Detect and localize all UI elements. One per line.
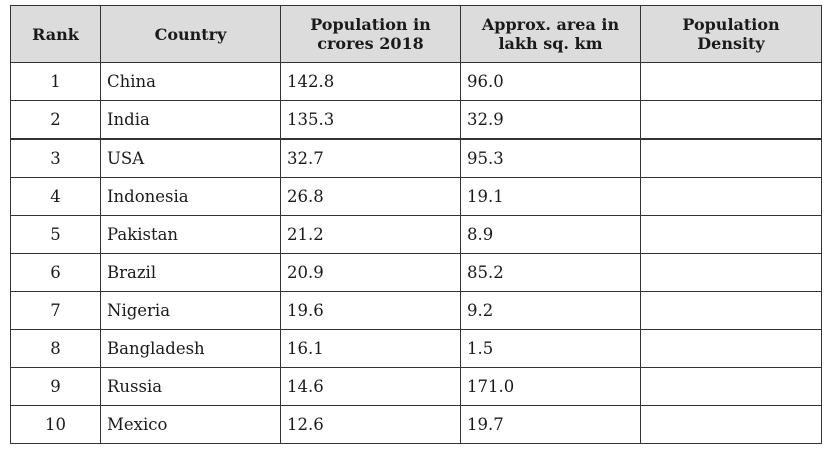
country-cell: China bbox=[100, 62, 281, 101]
country-cell: USA bbox=[100, 138, 281, 178]
area-cell: 19.7 bbox=[460, 405, 641, 444]
area-cell: 19.1 bbox=[460, 177, 641, 216]
population-cell: 20.9 bbox=[280, 253, 461, 292]
table-row: 6 Brazil 20.9 85.2 bbox=[10, 253, 822, 292]
density-cell bbox=[640, 177, 822, 216]
area-cell: 9.2 bbox=[460, 291, 641, 330]
header-density-line1: Population bbox=[682, 15, 780, 34]
country-cell: Brazil bbox=[100, 253, 281, 292]
header-population-line2: crores 2018 bbox=[317, 34, 424, 53]
header-density: Population Density bbox=[640, 5, 822, 63]
table-row: 5 Pakistan 21.2 8.9 bbox=[10, 215, 822, 254]
rank-cell: 6 bbox=[10, 253, 101, 292]
table-row: 2 India 135.3 32.9 bbox=[10, 100, 822, 139]
rank-cell: 8 bbox=[10, 329, 101, 368]
area-cell: 95.3 bbox=[460, 138, 641, 178]
table-row: 8 Bangladesh 16.1 1.5 bbox=[10, 329, 822, 368]
population-cell: 12.6 bbox=[280, 405, 461, 444]
country-cell: Indonesia bbox=[100, 177, 281, 216]
density-cell bbox=[640, 138, 822, 178]
rank-cell: 3 bbox=[10, 138, 101, 178]
country-cell: India bbox=[100, 100, 281, 139]
rank-cell: 9 bbox=[10, 367, 101, 406]
density-cell bbox=[640, 253, 822, 292]
population-cell: 21.2 bbox=[280, 215, 461, 254]
country-cell: Nigeria bbox=[100, 291, 281, 330]
header-area: Approx. area in lakh sq. km bbox=[460, 5, 641, 63]
population-cell: 14.6 bbox=[280, 367, 461, 406]
density-cell bbox=[640, 291, 822, 330]
density-cell bbox=[640, 405, 822, 444]
rank-cell: 5 bbox=[10, 215, 101, 254]
rank-cell: 7 bbox=[10, 291, 101, 330]
header-population: Population in crores 2018 bbox=[280, 5, 461, 63]
area-cell: 32.9 bbox=[460, 100, 641, 139]
population-cell: 16.1 bbox=[280, 329, 461, 368]
table-row: 1 China 142.8 96.0 bbox=[10, 62, 822, 101]
density-cell bbox=[640, 367, 822, 406]
area-cell: 96.0 bbox=[460, 62, 641, 101]
header-country: Country bbox=[100, 5, 281, 63]
country-cell: Russia bbox=[100, 367, 281, 406]
country-cell: Mexico bbox=[100, 405, 281, 444]
table-row: 9 Russia 14.6 171.0 bbox=[10, 367, 822, 406]
rank-cell: 1 bbox=[10, 62, 101, 101]
density-cell bbox=[640, 100, 822, 139]
header-rank: Rank bbox=[10, 5, 101, 63]
rank-cell: 4 bbox=[10, 177, 101, 216]
population-table: Rank Country Population in crores 2018 A… bbox=[10, 5, 822, 444]
population-cell: 142.8 bbox=[280, 62, 461, 101]
header-area-line2: lakh sq. km bbox=[498, 34, 603, 53]
density-cell bbox=[640, 215, 822, 254]
header-population-line1: Population in bbox=[310, 15, 431, 34]
header-density-line2: Density bbox=[697, 34, 765, 53]
population-cell: 26.8 bbox=[280, 177, 461, 216]
table-row: 7 Nigeria 19.6 9.2 bbox=[10, 291, 822, 330]
population-cell: 32.7 bbox=[280, 138, 461, 178]
population-cell: 19.6 bbox=[280, 291, 461, 330]
area-cell: 8.9 bbox=[460, 215, 641, 254]
area-cell: 85.2 bbox=[460, 253, 641, 292]
header-area-line1: Approx. area in bbox=[481, 15, 620, 34]
rank-cell: 2 bbox=[10, 100, 101, 139]
density-cell bbox=[640, 62, 822, 101]
area-cell: 171.0 bbox=[460, 367, 641, 406]
table-row: 10 Mexico 12.6 19.7 bbox=[10, 405, 822, 444]
table-row: 3 USA 32.7 95.3 bbox=[10, 138, 822, 178]
population-cell: 135.3 bbox=[280, 100, 461, 139]
country-cell: Bangladesh bbox=[100, 329, 281, 368]
density-cell bbox=[640, 329, 822, 368]
rank-cell: 10 bbox=[10, 405, 101, 444]
area-cell: 1.5 bbox=[460, 329, 641, 368]
country-cell: Pakistan bbox=[100, 215, 281, 254]
table-header-row: Rank Country Population in crores 2018 A… bbox=[10, 5, 822, 63]
table-row: 4 Indonesia 26.8 19.1 bbox=[10, 177, 822, 216]
